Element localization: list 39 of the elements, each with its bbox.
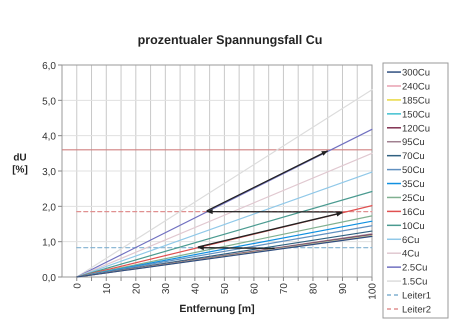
x-tick-label: 40 [190, 282, 202, 294]
x-tick-label: 0 [72, 282, 84, 289]
y-tick-label: 1,0 [42, 238, 56, 249]
legend-label: Leiter2 [402, 304, 432, 316]
x-tick-label: 60 [249, 282, 260, 294]
legend-label: 25Cu [402, 192, 425, 204]
y-tick-label: 2,0 [42, 202, 56, 214]
x-tick-label: 50 [220, 282, 231, 294]
legend-label: 70Cu [402, 151, 425, 162]
y-axis-title: dU [%] [12, 152, 28, 176]
x-tick-label: 80 [308, 282, 320, 294]
legend-label: 2.5Cu [402, 262, 428, 274]
x-tick-label: 10 [102, 282, 113, 294]
legend-label: 185Cu [402, 95, 430, 106]
legend-label: 50Cu [402, 165, 425, 176]
legend-label: 1.5Cu [402, 276, 428, 288]
legend-label: Leiter1 [402, 290, 432, 302]
legend-label: 240Cu [402, 81, 430, 92]
x-tick-label: 100 [368, 282, 378, 300]
x-axis-title: Entfernung [m] [179, 303, 255, 315]
y-tick-label: 3,0 [42, 167, 56, 178]
y-tick-label: 0,0 [42, 273, 56, 284]
legend-label: 95Cu [402, 137, 425, 148]
legend-label: 35Cu [402, 179, 425, 190]
legend-label: 120Cu [402, 123, 430, 134]
legend-label: 4Cu [402, 248, 420, 260]
legend-label: 16Cu [402, 206, 425, 218]
y-tick-label: 6,0 [42, 61, 56, 72]
legend-label: 300Cu [402, 68, 430, 79]
x-tick-label: 70 [278, 282, 290, 294]
chart-title: prozentualer Spannungsfall Cu [138, 33, 322, 47]
x-tick-label: 90 [338, 282, 349, 294]
legend-label: 6Cu [402, 234, 420, 246]
y-tick-label: 4,0 [42, 132, 56, 143]
x-tick-label: 30 [160, 282, 172, 294]
legend-label: 10Cu [402, 220, 425, 232]
legend-label: 150Cu [402, 109, 430, 120]
y-tick-label: 5,0 [42, 96, 56, 108]
x-tick-label: 20 [131, 282, 142, 294]
